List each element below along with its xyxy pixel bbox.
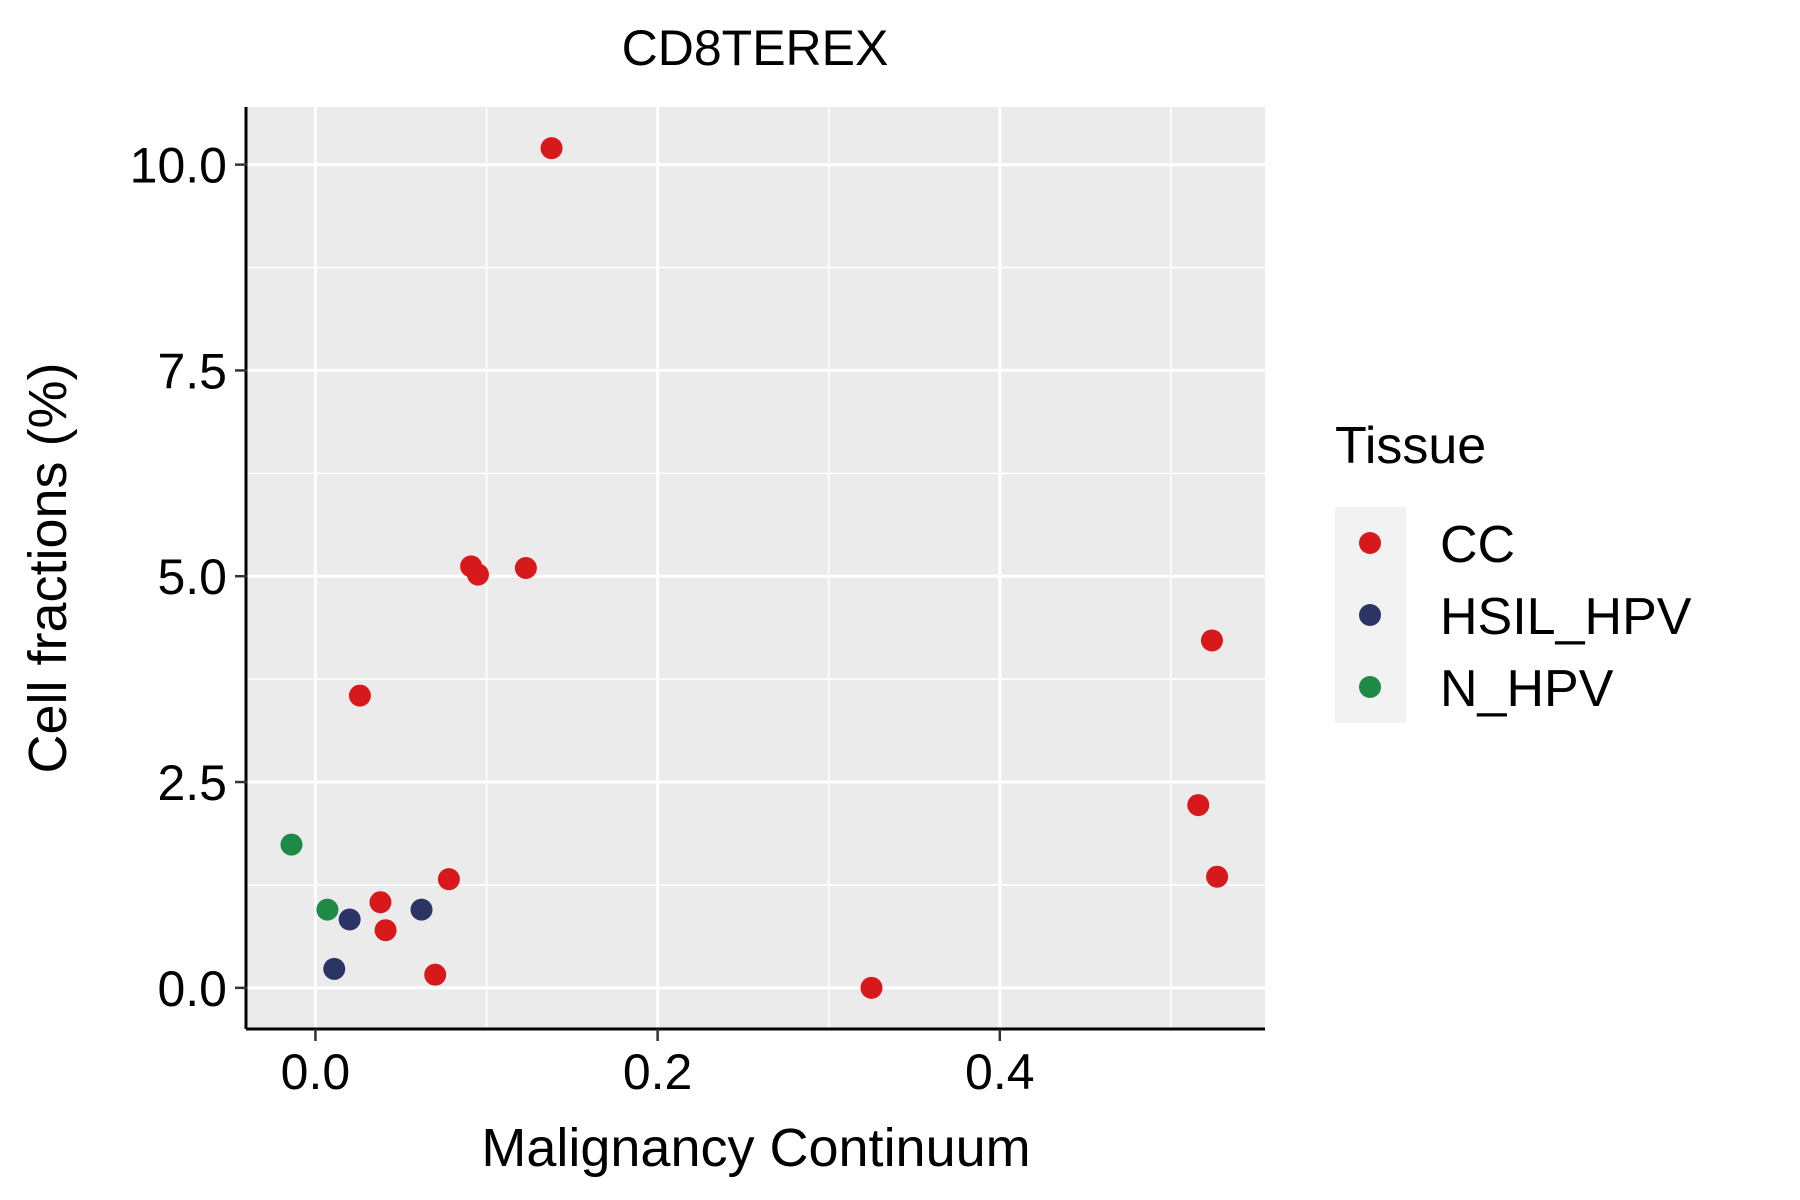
plot-panel-background: [247, 107, 1265, 1029]
point-cc: [374, 919, 397, 942]
point-cc: [1200, 629, 1223, 652]
y-axis-title: Cell fractions (%): [18, 362, 78, 773]
point-cc: [1187, 794, 1210, 817]
point-cc: [1206, 865, 1229, 888]
point-cc: [437, 868, 460, 891]
minor-gridlines: [247, 107, 1265, 1029]
legend-items: CC HSIL_HPV N_HPV: [1359, 516, 1692, 718]
point-n-hpv: [316, 898, 339, 921]
x-axis-title: Malignancy Continuum: [481, 1118, 1030, 1178]
legend-label-cc: CC: [1440, 516, 1515, 574]
y-tick-label: 7.5: [157, 343, 227, 399]
y-axis-ticks: 0.0 2.5 5.0 7.5 10.0: [130, 138, 247, 1017]
y-tick-label: 2.5: [157, 755, 227, 811]
point-cc: [540, 137, 563, 160]
legend-label-hsil-hpv: HSIL_HPV: [1440, 588, 1692, 646]
point-cc: [424, 963, 447, 986]
legend: Tissue CC HSIL_HPV N_HPV: [1335, 417, 1692, 723]
x-tick-label: 0.2: [623, 1044, 693, 1100]
point-hsil-hpv: [338, 908, 361, 931]
major-gridlines: [247, 107, 1265, 1029]
data-points: [280, 137, 1229, 999]
x-tick-label: 0.4: [965, 1044, 1035, 1100]
point-n-hpv: [280, 833, 303, 856]
x-tick-label: 0.0: [281, 1044, 351, 1100]
point-hsil-hpv: [323, 957, 346, 980]
legend-swatch-hsil-hpv: [1359, 604, 1381, 626]
point-cc: [348, 684, 371, 707]
legend-title: Tissue: [1335, 417, 1486, 475]
y-tick-label: 0.0: [157, 961, 227, 1017]
y-tick-label: 10.0: [130, 138, 227, 194]
y-tick-label: 5.0: [157, 549, 227, 605]
point-cc: [860, 976, 883, 999]
x-axis-ticks: 0.0 0.2 0.4: [281, 1029, 1035, 1100]
legend-swatch-cc: [1359, 532, 1381, 554]
point-cc: [514, 557, 537, 579]
legend-swatch-n-hpv: [1359, 676, 1381, 698]
point-cc: [466, 563, 489, 586]
legend-label-n-hpv: N_HPV: [1440, 660, 1614, 718]
point-cc: [369, 891, 392, 914]
point-hsil-hpv: [410, 898, 433, 921]
chart-title: CD8TEREX: [622, 20, 889, 76]
